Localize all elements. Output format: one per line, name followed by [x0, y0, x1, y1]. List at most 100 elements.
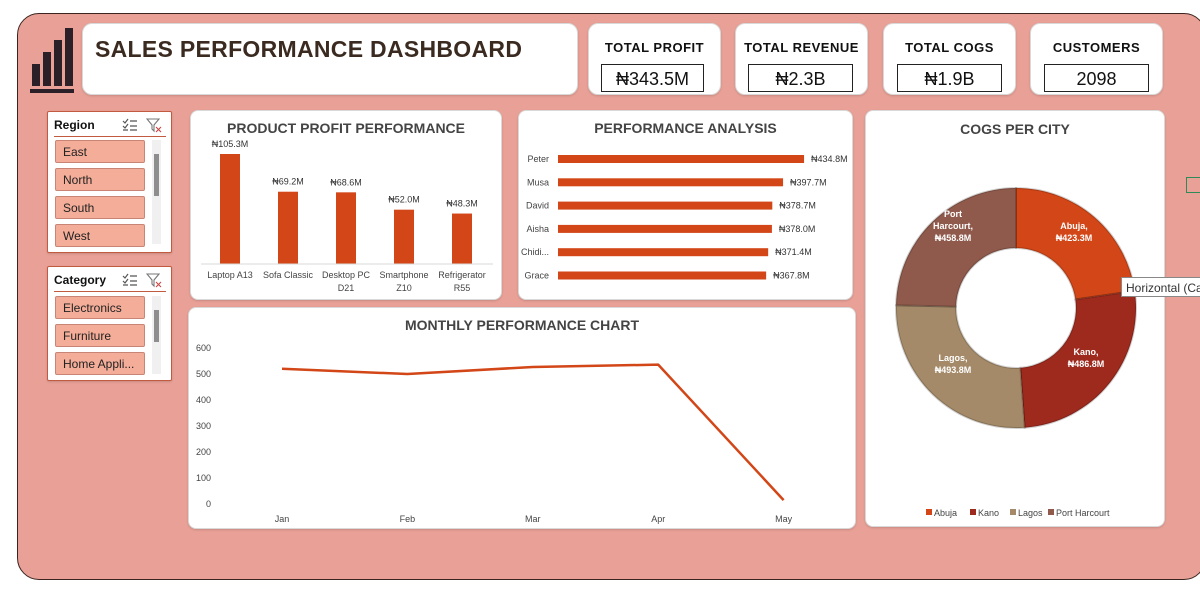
- slicer-item-furniture[interactable]: Furniture: [55, 324, 145, 347]
- bar: [558, 155, 805, 163]
- chart-title: PERFORMANCE ANALYSIS: [594, 120, 777, 136]
- donut-slice: [1019, 289, 1137, 429]
- slicer-title: Region: [54, 118, 95, 132]
- y-tick-label: 500: [196, 369, 211, 379]
- chart-title: COGS PER CITY: [960, 121, 1070, 137]
- bar: [394, 209, 414, 264]
- data-label: ₦371.4M: [775, 247, 812, 257]
- multi-select-icon[interactable]: [122, 118, 138, 132]
- data-label: ₦105.3M: [212, 139, 249, 149]
- data-label: ₦48.3M: [446, 199, 478, 209]
- x-tick-label: May: [775, 514, 793, 524]
- bar: [336, 192, 356, 264]
- slicer-item-home-appliances[interactable]: Home Appli...: [55, 352, 145, 375]
- slicer-divider: [54, 136, 166, 137]
- category-label: Chidi...: [521, 247, 549, 257]
- clear-filter-icon[interactable]: [146, 272, 162, 288]
- category-label: Refrigerator: [438, 270, 486, 280]
- legend-label: Abuja: [934, 508, 957, 518]
- kpi-label: CUSTOMERS: [1052, 40, 1141, 55]
- slicer-item-south[interactable]: South: [55, 196, 145, 219]
- product-profit-chart-card[interactable]: PRODUCT PROFIT PERFORMANCE ₦105.3M Laptop…: [190, 110, 502, 300]
- data-label: ₦493.8M: [935, 365, 972, 375]
- kpi-total-cogs: TOTAL COGS ₦1.9B: [883, 23, 1016, 95]
- slicer-scrollbar[interactable]: [152, 140, 161, 244]
- data-label: Lagos,: [938, 353, 967, 363]
- kpi-customers: CUSTOMERS 2098: [1030, 23, 1163, 95]
- data-label: ₦458.8M: [935, 233, 972, 243]
- multi-select-icon[interactable]: [122, 273, 138, 287]
- slicer-item-north[interactable]: North: [55, 168, 145, 191]
- scrollbar-thumb[interactable]: [154, 154, 159, 196]
- series-line: [281, 363, 785, 501]
- kpi-value: ₦343.5M: [601, 64, 704, 92]
- title-card: SALES PERFORMANCE DASHBOARD: [82, 23, 578, 95]
- slicer-title: Category: [54, 273, 107, 287]
- category-label: R55: [454, 283, 471, 293]
- data-label: ₦367.8M: [773, 271, 810, 281]
- slicer-item-electronics[interactable]: Electronics: [55, 296, 145, 319]
- bar: [558, 201, 773, 210]
- legend-swatch: [1010, 509, 1016, 515]
- data-label: Port: [944, 209, 962, 219]
- category-label: Smartphone: [379, 270, 428, 280]
- category-label: Z10: [396, 283, 412, 293]
- data-label: ₦486.8M: [1068, 359, 1105, 369]
- data-label: ₦52.0M: [388, 195, 420, 205]
- chart-element-tooltip: Horizontal (Ca: [1121, 277, 1200, 297]
- clear-filter-icon[interactable]: [146, 117, 162, 133]
- category-label: Musa: [527, 177, 549, 187]
- bar: [558, 248, 769, 257]
- kpi-label: TOTAL COGS: [905, 40, 994, 55]
- cogs-per-city-chart-card[interactable]: COGS PER CITY Abuja, ₦423.3M Kano, ₦486.8M L…: [865, 110, 1165, 527]
- slicer-item-west[interactable]: West: [55, 224, 145, 247]
- selection-handle[interactable]: [1186, 177, 1200, 193]
- legend-label: Lagos: [1018, 508, 1043, 518]
- bar-chart-logo-icon: [30, 28, 74, 93]
- monthly-performance-chart-card[interactable]: MONTHLY PERFORMANCE CHART 0 100 200 300 400 5…: [188, 307, 856, 529]
- category-label: Sofa Classic: [263, 270, 314, 280]
- product-profit-chart: ₦105.3M Laptop A13 ₦69.2M Sofa Classic ₦68.6…: [201, 139, 493, 293]
- x-tick-label: Feb: [400, 514, 416, 524]
- kpi-label: TOTAL PROFIT: [604, 40, 705, 55]
- y-tick-label: 200: [196, 447, 211, 457]
- y-tick-label: 400: [196, 395, 211, 405]
- y-tick-label: 600: [196, 343, 211, 353]
- data-label: ₦378.7M: [779, 201, 816, 211]
- slicer-divider: [54, 291, 166, 292]
- data-label: ₦69.2M: [272, 177, 304, 187]
- bar: [558, 224, 772, 233]
- category-label: Grace: [524, 271, 549, 281]
- bar: [278, 191, 298, 264]
- donut-slice: [1015, 186, 1136, 301]
- legend-swatch: [1048, 509, 1054, 515]
- bar: [558, 178, 784, 187]
- kpi-total-revenue: TOTAL REVENUE ₦2.3B: [735, 23, 868, 95]
- x-tick-label: Jan: [275, 514, 290, 524]
- category-label: Peter: [527, 154, 549, 164]
- data-label: Harcourt,: [933, 221, 973, 231]
- performance-analysis-chart: Peter ₦434.8M Musa ₦397.7M David ₦378.7M Aisha…: [521, 154, 848, 281]
- category-label: Laptop A13: [207, 270, 253, 280]
- region-slicer[interactable]: Region East North South West: [47, 111, 172, 253]
- category-label: Desktop PC: [322, 270, 371, 280]
- data-label: ₦423.3M: [1056, 233, 1093, 243]
- slicer-scrollbar[interactable]: [152, 296, 161, 374]
- data-label: ₦378.0M: [779, 224, 816, 234]
- legend-label: Port Harcourt: [1056, 508, 1110, 518]
- scrollbar-thumb[interactable]: [154, 310, 159, 342]
- legend-label: Kano: [978, 508, 999, 518]
- cogs-per-city-chart: Abuja, ₦423.3M Kano, ₦486.8M Lagos, ₦493.8M Po…: [895, 186, 1137, 518]
- y-tick-label: 100: [196, 473, 211, 483]
- data-label: ₦68.6M: [330, 177, 362, 187]
- data-label: Kano,: [1073, 347, 1098, 357]
- category-slicer[interactable]: Category Electronics Furniture Home Appl…: [47, 266, 172, 381]
- x-tick-label: Apr: [651, 514, 665, 524]
- performance-analysis-chart-card[interactable]: PERFORMANCE ANALYSIS Peter ₦434.8M Musa ₦39…: [518, 110, 853, 300]
- bar: [558, 271, 767, 280]
- data-label: Abuja,: [1060, 221, 1088, 231]
- legend-swatch: [970, 509, 976, 515]
- slicer-item-east[interactable]: East: [55, 140, 145, 163]
- kpi-value: 2098: [1044, 64, 1149, 92]
- donut-slice: [895, 304, 1026, 429]
